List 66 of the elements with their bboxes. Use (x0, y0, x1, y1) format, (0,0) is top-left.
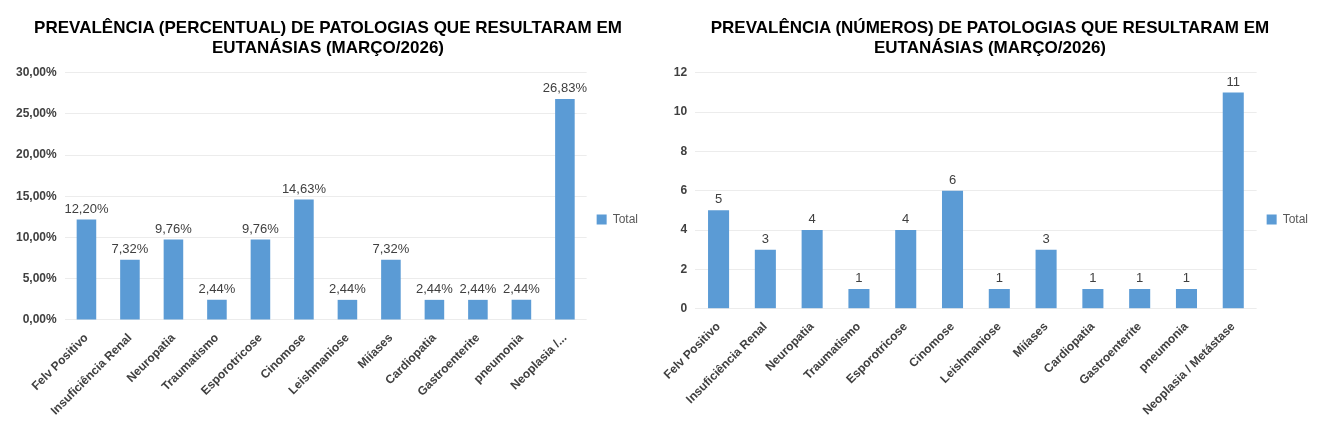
data-label: 4 (808, 211, 816, 227)
data-label: 7,32% (372, 240, 410, 256)
bar (1035, 249, 1057, 309)
y-tick-label: 6 (680, 183, 688, 198)
bar (848, 288, 870, 309)
bar (1175, 288, 1197, 309)
bar (1222, 92, 1244, 309)
bar (511, 299, 532, 320)
data-label: 6 (948, 171, 957, 187)
y-tick-label: 8 (680, 143, 688, 158)
data-label: 1 (1136, 270, 1144, 286)
y-tick-label: 20,00% (16, 147, 58, 162)
bar (337, 299, 358, 320)
data-label: 3 (761, 230, 769, 246)
y-tick-label: 25,00% (16, 106, 58, 121)
data-label: 1 (1089, 270, 1097, 286)
bar (163, 239, 184, 320)
bar (708, 210, 730, 309)
data-label: 5 (714, 191, 723, 207)
data-label: 1 (995, 270, 1003, 286)
data-label: 14,63% (281, 180, 327, 196)
data-label: 11 (1226, 73, 1241, 89)
bar (120, 259, 140, 320)
data-label: 2,44% (459, 280, 497, 296)
bar (895, 230, 917, 309)
y-tick-label: 30,00% (16, 65, 58, 80)
chart-title: PREVALÊNCIA (PERCENTUAL) DE PATOLOGIAS QUE RESULTARAM EM EUTANÁSIAS (MARÇO/2026) (34, 17, 622, 58)
bar (1082, 288, 1104, 309)
bar (250, 239, 271, 320)
bar (76, 219, 97, 320)
legend-label: Total (1282, 211, 1309, 226)
y-tick-label: 5,00% (22, 271, 58, 286)
y-tick-label: 2 (680, 261, 688, 276)
bar (294, 199, 314, 320)
bar (207, 299, 227, 320)
data-label: 2,44% (415, 280, 454, 296)
bar (1129, 288, 1151, 309)
bar (555, 98, 575, 320)
y-tick-label: 10,00% (16, 229, 58, 244)
data-label: 1 (855, 270, 863, 286)
data-label: 2,44% (198, 280, 236, 296)
bar (754, 249, 776, 309)
bar (468, 299, 488, 320)
bar (381, 259, 401, 320)
chart-title: PREVALÊNCIA (NÚMEROS) DE PATOLOGIAS QUE RESULTARAM EM EUTANÁSIAS (MARÇO/2026) (710, 17, 1270, 58)
data-label: 9,76% (155, 220, 193, 236)
y-tick-label: 10 (673, 104, 688, 119)
y-tick-label: 0 (680, 300, 688, 315)
bar (988, 288, 1010, 309)
bar (424, 299, 445, 320)
bar (801, 230, 823, 309)
data-label: 4 (902, 211, 910, 227)
data-label: 12,20% (64, 200, 109, 216)
y-tick-label: 0,00% (22, 312, 58, 327)
data-label: 26,83% (542, 79, 588, 95)
legend-label: Total (612, 211, 639, 226)
data-label: 2,44% (502, 280, 541, 296)
data-label: 2,44% (328, 280, 367, 296)
data-label: 7,32% (111, 240, 149, 256)
y-tick-label: 4 (680, 222, 688, 237)
data-label: 1 (1182, 270, 1191, 286)
bar (941, 190, 964, 309)
y-tick-label: 12 (673, 65, 688, 80)
data-label: 3 (1042, 230, 1050, 246)
data-label: 9,76% (241, 220, 280, 236)
y-tick-label: 15,00% (16, 188, 58, 203)
